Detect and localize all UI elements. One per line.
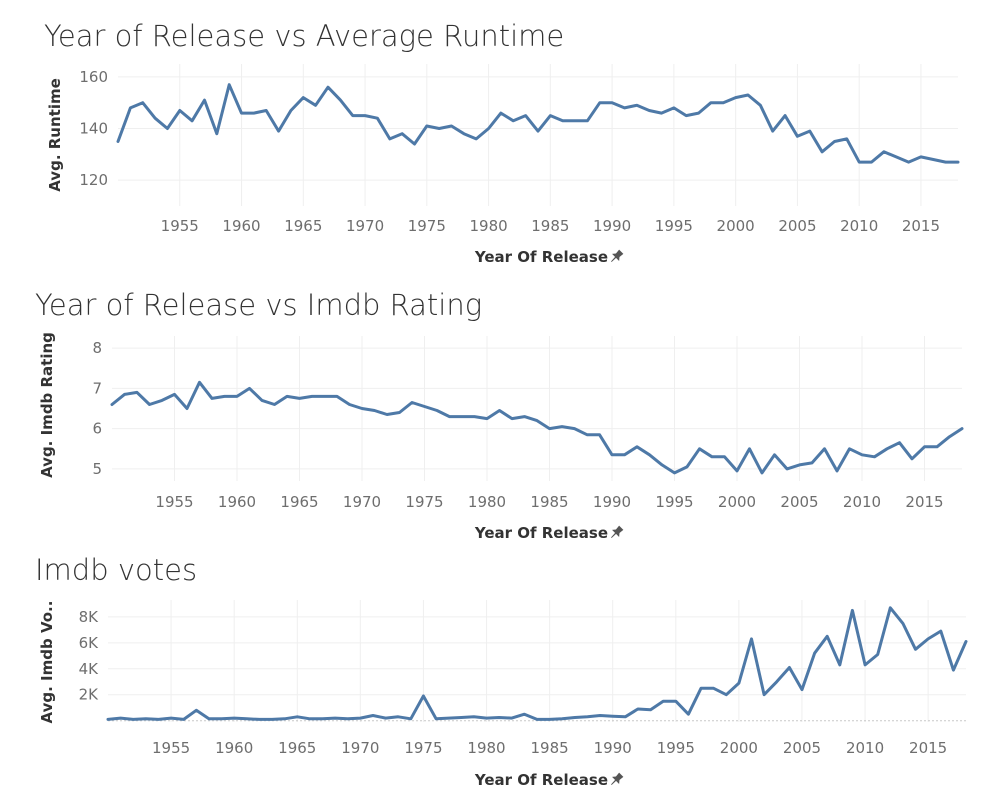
x-tick-label: 1985 [531,739,569,757]
chart-title-votes: Imdb votes [35,553,198,587]
series-line-rating [110,380,964,475]
y-tick-label: 140 [79,120,108,138]
x-tick-label: 1960 [222,217,260,235]
x-tick-label: 1980 [469,217,507,235]
x-tick-label: 1995 [655,217,693,235]
x-tick-label: 1970 [341,739,379,757]
y-axis-label: Avg. Runtime [46,78,64,192]
x-tick-label: 1995 [657,739,695,757]
y-tick-label: 6K [79,634,100,652]
x-tick-label: 2010 [843,493,881,511]
x-tick-label: 1970 [343,493,381,511]
y-tick-label: 7 [92,379,102,397]
x-tick-label: 1965 [284,217,322,235]
x-tick-label: 1970 [346,217,384,235]
series-line-runtime [116,83,960,164]
x-tick-label: 1965 [280,493,318,511]
x-tick-label: 2015 [902,217,940,235]
chart-title-rating: Year of Release vs Imdb Rating [35,288,483,322]
x-tick-label: 1960 [215,739,253,757]
x-tick-label: 1955 [152,739,190,757]
x-tick-label: 2000 [717,217,755,235]
y-tick-label: 160 [79,68,108,86]
x-tick-label: 2005 [780,493,818,511]
x-tick-label: 1960 [218,493,256,511]
x-tick-label: 1990 [593,217,631,235]
pin-icon[interactable] [608,771,625,788]
x-tick-label: 1980 [468,493,506,511]
x-tick-label: 1985 [530,493,568,511]
x-tick-label: 2010 [846,739,884,757]
y-tick-label: 120 [79,171,108,189]
x-tick-label: 2000 [720,739,758,757]
y-tick-label: 8 [92,339,102,357]
x-axis-label: Year Of Release [474,771,608,789]
series-line-votes [106,606,968,721]
pin-icon[interactable] [608,524,625,541]
y-tick-label: 5 [92,460,102,478]
x-tick-label: 1985 [531,217,569,235]
y-axis-label: Avg. Imdb Vo.. [38,601,56,724]
y-axis-label: Avg. Imdb Rating [38,332,56,478]
x-tick-label: 1995 [655,493,693,511]
x-axis-label: Year Of Release [474,524,608,542]
x-tick-label: 1955 [161,217,199,235]
x-tick-label: 2015 [905,493,943,511]
x-axis-label: Year Of Release [474,248,608,266]
x-tick-label: 1990 [594,739,632,757]
x-tick-label: 2005 [778,217,816,235]
x-tick-label: 1975 [405,493,443,511]
x-tick-label: 2010 [840,217,878,235]
y-tick-label: 8K [79,608,100,626]
y-tick-label: 6 [92,420,102,438]
x-tick-label: 1975 [404,739,442,757]
x-tick-label: 1990 [593,493,631,511]
x-tick-label: 1975 [408,217,446,235]
x-tick-label: 1980 [467,739,505,757]
x-tick-label: 1965 [278,739,316,757]
x-tick-label: 2005 [783,739,821,757]
y-tick-label: 2K [79,686,100,704]
x-tick-label: 1955 [155,493,193,511]
pin-icon[interactable] [608,248,625,265]
y-tick-label: 4K [79,660,100,678]
x-tick-label: 2015 [909,739,947,757]
x-tick-label: 2000 [718,493,756,511]
chart-title-runtime: Year of Release vs Average Runtime [44,19,565,53]
